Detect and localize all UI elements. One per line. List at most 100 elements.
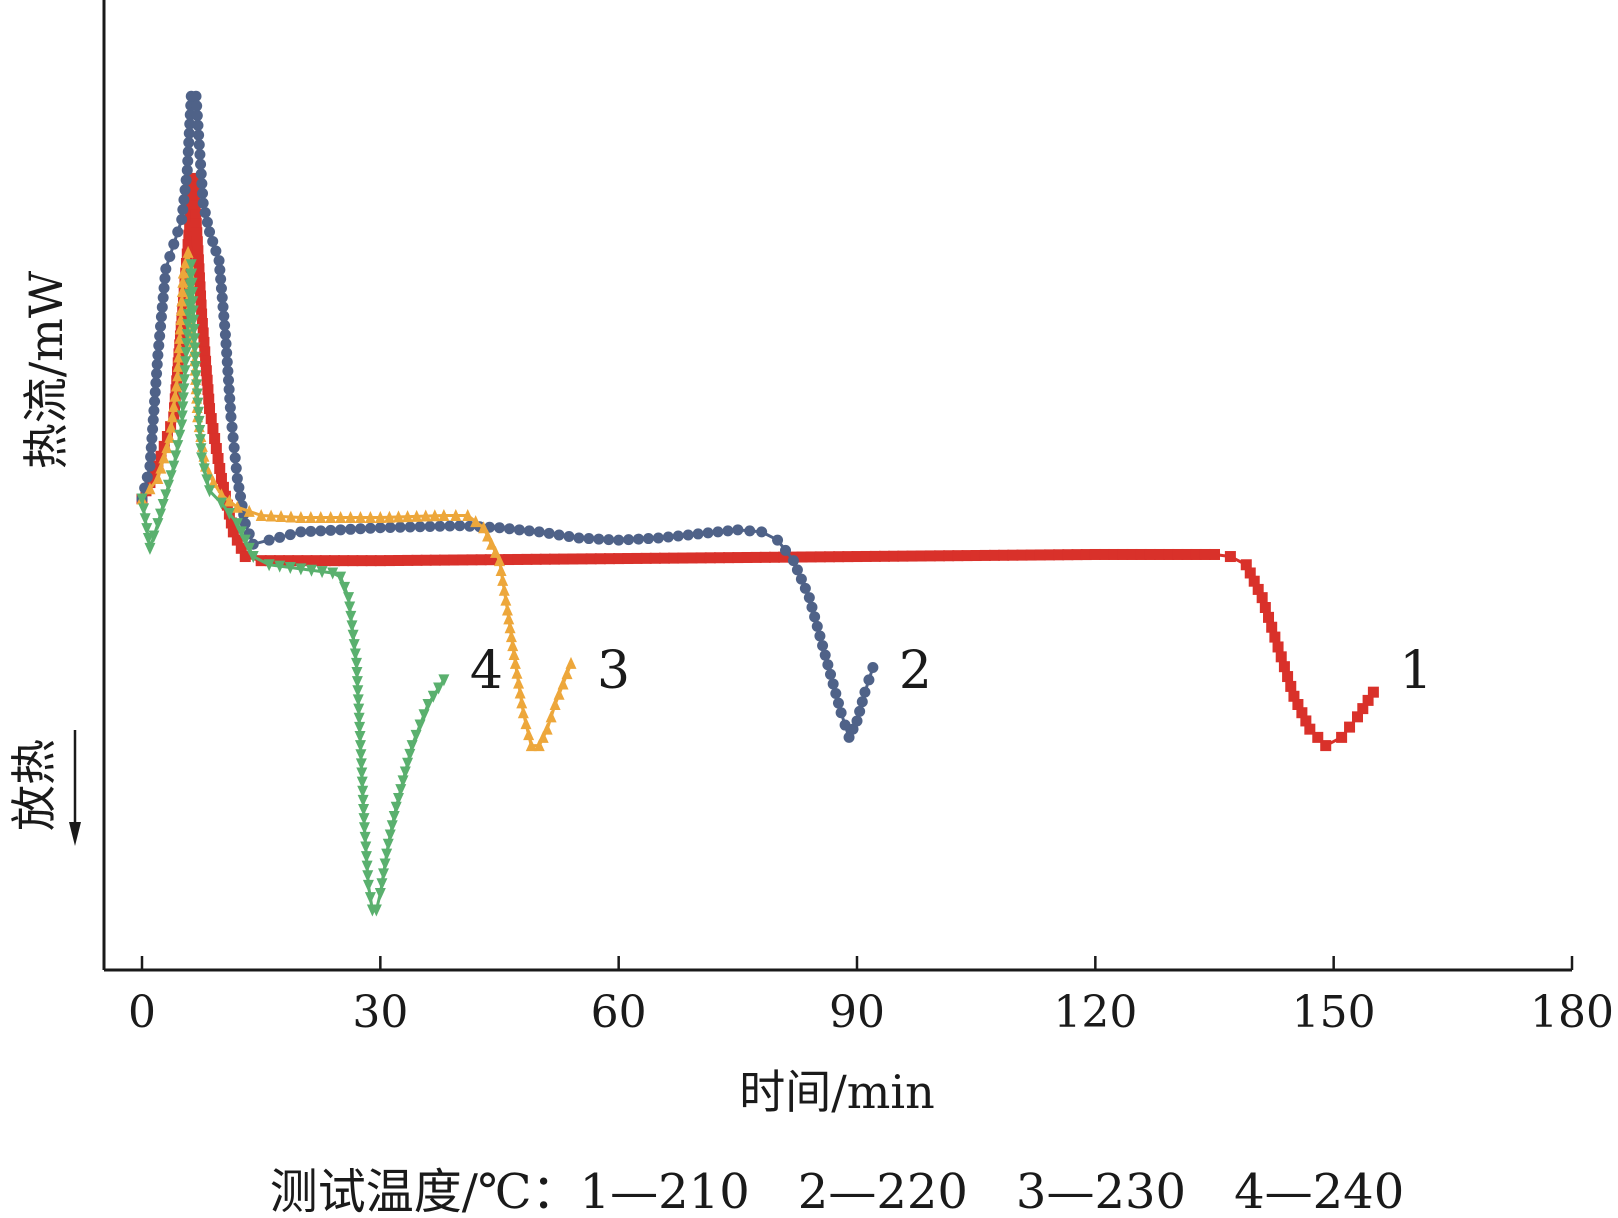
data-point-marker <box>194 425 206 437</box>
data-point-marker <box>166 410 178 423</box>
data-point-marker <box>830 688 842 700</box>
data-point-marker <box>339 581 351 594</box>
data-point-marker <box>497 573 509 586</box>
x-axis-title: 时间/min <box>739 1065 934 1119</box>
data-point-marker <box>677 552 689 564</box>
data-point-marker <box>193 272 205 284</box>
data-point-marker <box>1304 723 1316 735</box>
data-point-marker <box>215 497 227 510</box>
data-point-marker <box>470 515 482 528</box>
data-point-marker <box>327 567 339 580</box>
data-point-marker <box>172 226 184 238</box>
data-point-marker <box>178 383 190 396</box>
data-point-marker <box>219 319 231 331</box>
data-point-marker <box>141 471 153 483</box>
data-point-marker <box>301 555 313 567</box>
data-point-marker <box>860 550 872 562</box>
data-point-marker <box>151 358 163 370</box>
data-point-marker <box>613 534 625 546</box>
data-point-marker <box>438 508 450 521</box>
data-point-marker <box>338 555 350 567</box>
data-point-marker <box>521 553 533 565</box>
data-point-marker <box>239 534 251 547</box>
data-point-marker <box>230 462 242 474</box>
data-point-marker <box>979 549 991 561</box>
data-point-marker <box>622 553 634 565</box>
data-point-marker <box>188 172 200 184</box>
data-point-marker <box>193 263 205 275</box>
data-point-marker <box>533 739 545 752</box>
data-point-marker <box>382 838 394 851</box>
data-point-marker <box>856 696 868 708</box>
data-point-marker <box>226 421 238 433</box>
data-point-marker <box>158 282 170 294</box>
data-point-marker <box>514 686 526 699</box>
data-point-marker <box>155 461 167 474</box>
data-point-marker <box>998 549 1010 561</box>
data-point-marker <box>1163 548 1175 560</box>
data-point-marker <box>1053 549 1065 561</box>
data-point-marker <box>221 347 233 359</box>
data-point-marker <box>1282 671 1294 683</box>
data-point-marker <box>787 555 799 567</box>
data-point-marker <box>505 630 517 643</box>
data-point-marker <box>158 440 170 452</box>
data-point-marker <box>867 662 879 674</box>
data-point-marker <box>199 346 211 358</box>
data-point-marker <box>404 521 416 533</box>
data-point-marker <box>1288 690 1300 702</box>
data-point-marker <box>343 592 355 605</box>
data-point-marker <box>315 510 327 523</box>
data-point-marker <box>796 551 808 563</box>
data-point-marker <box>379 858 391 871</box>
data-point-marker <box>420 509 432 522</box>
series-layer <box>136 90 1379 917</box>
data-point-marker <box>520 717 532 730</box>
data-point-marker <box>888 550 900 562</box>
data-point-marker <box>494 522 505 534</box>
data-point-marker <box>772 534 784 546</box>
data-point-marker <box>390 801 402 814</box>
data-point-marker <box>217 481 229 493</box>
data-point-marker <box>192 119 204 131</box>
data-point-marker <box>462 508 474 521</box>
data-point-marker <box>335 571 347 584</box>
data-point-marker <box>225 411 237 423</box>
data-point-marker <box>1336 731 1348 743</box>
data-point-marker <box>146 432 158 444</box>
data-point-marker <box>424 520 436 532</box>
data-point-marker <box>164 430 176 443</box>
data-point-marker <box>795 573 807 585</box>
data-point-marker <box>181 164 193 176</box>
data-point-marker <box>239 551 251 563</box>
data-point-marker <box>172 359 184 372</box>
data-point-marker <box>358 822 370 835</box>
data-point-marker <box>583 533 595 545</box>
data-point-marker <box>200 355 212 367</box>
x-ticks: 0 30 60 90 120 150 180 <box>128 956 1614 1038</box>
data-point-marker <box>1224 551 1236 563</box>
data-point-marker <box>231 472 243 484</box>
data-point-marker <box>356 555 368 567</box>
data-point-marker <box>498 583 510 596</box>
data-point-marker <box>384 522 396 534</box>
series-label-1: 1 <box>1399 641 1432 701</box>
data-point-marker <box>509 656 521 669</box>
data-point-marker <box>151 368 163 380</box>
data-point-marker <box>863 674 875 686</box>
data-point-marker <box>191 110 203 122</box>
data-point-marker <box>152 349 164 361</box>
data-point-marker <box>190 90 202 102</box>
data-point-marker <box>1099 548 1110 560</box>
data-point-marker <box>191 379 203 392</box>
data-point-marker <box>392 510 404 523</box>
data-point-marker <box>563 531 575 543</box>
data-point-marker <box>778 551 790 563</box>
data-point-marker <box>191 227 203 239</box>
data-point-marker <box>1108 548 1120 560</box>
data-point-marker <box>358 804 370 817</box>
data-point-marker <box>358 813 370 826</box>
data-point-marker <box>144 460 156 472</box>
data-point-marker <box>194 281 206 293</box>
data-point-marker <box>223 494 235 507</box>
